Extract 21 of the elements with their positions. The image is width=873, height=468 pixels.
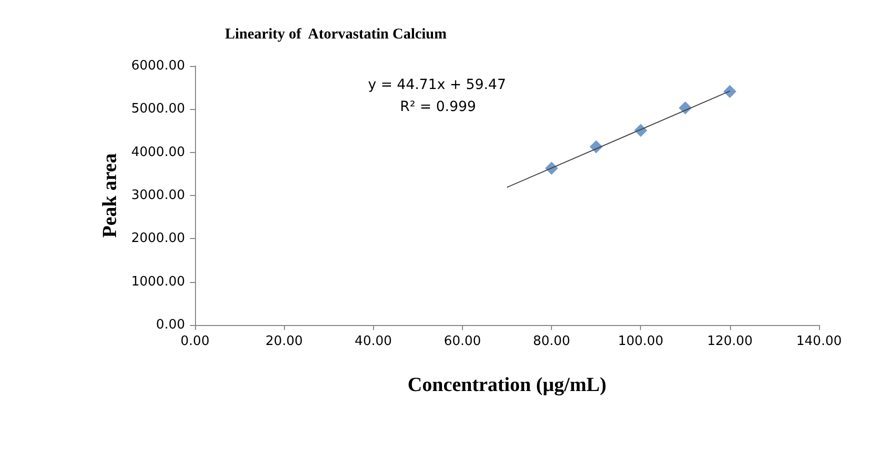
y-tick-label: 1000.00 [131, 274, 185, 290]
annotation: R² = 0.999 [400, 99, 476, 115]
y-tick-label: 4000.00 [131, 144, 185, 160]
x-tick-label: 40.00 [354, 334, 392, 349]
chart-title: Linearity of Atorvastatin Calcium [225, 26, 448, 42]
x-tick-label: 20.00 [266, 334, 303, 349]
x-tick-label: 140.00 [796, 334, 842, 349]
x-tick-label: 0.00 [180, 334, 210, 349]
x-axis-title: Concentration (µg/mL) [408, 374, 606, 396]
x-tick-label: 120.00 [707, 334, 753, 349]
y-tick-label: 0.00 [156, 318, 185, 332]
x-tick-label: 60.00 [444, 334, 482, 349]
x-tick-label: 80.00 [532, 334, 570, 349]
x-tick-label: 100.00 [618, 334, 664, 349]
point [723, 84, 736, 98]
annotation: y = 44.71x + 59.47 [368, 77, 506, 93]
y-tick-label: 2000.00 [131, 231, 185, 246]
y-tick-label: 5000.00 [131, 102, 185, 117]
y-tick-label: 3000.00 [131, 188, 185, 203]
y-axis-title: Peak area [99, 153, 121, 238]
y-tick-label: 6000.00 [131, 58, 185, 74]
